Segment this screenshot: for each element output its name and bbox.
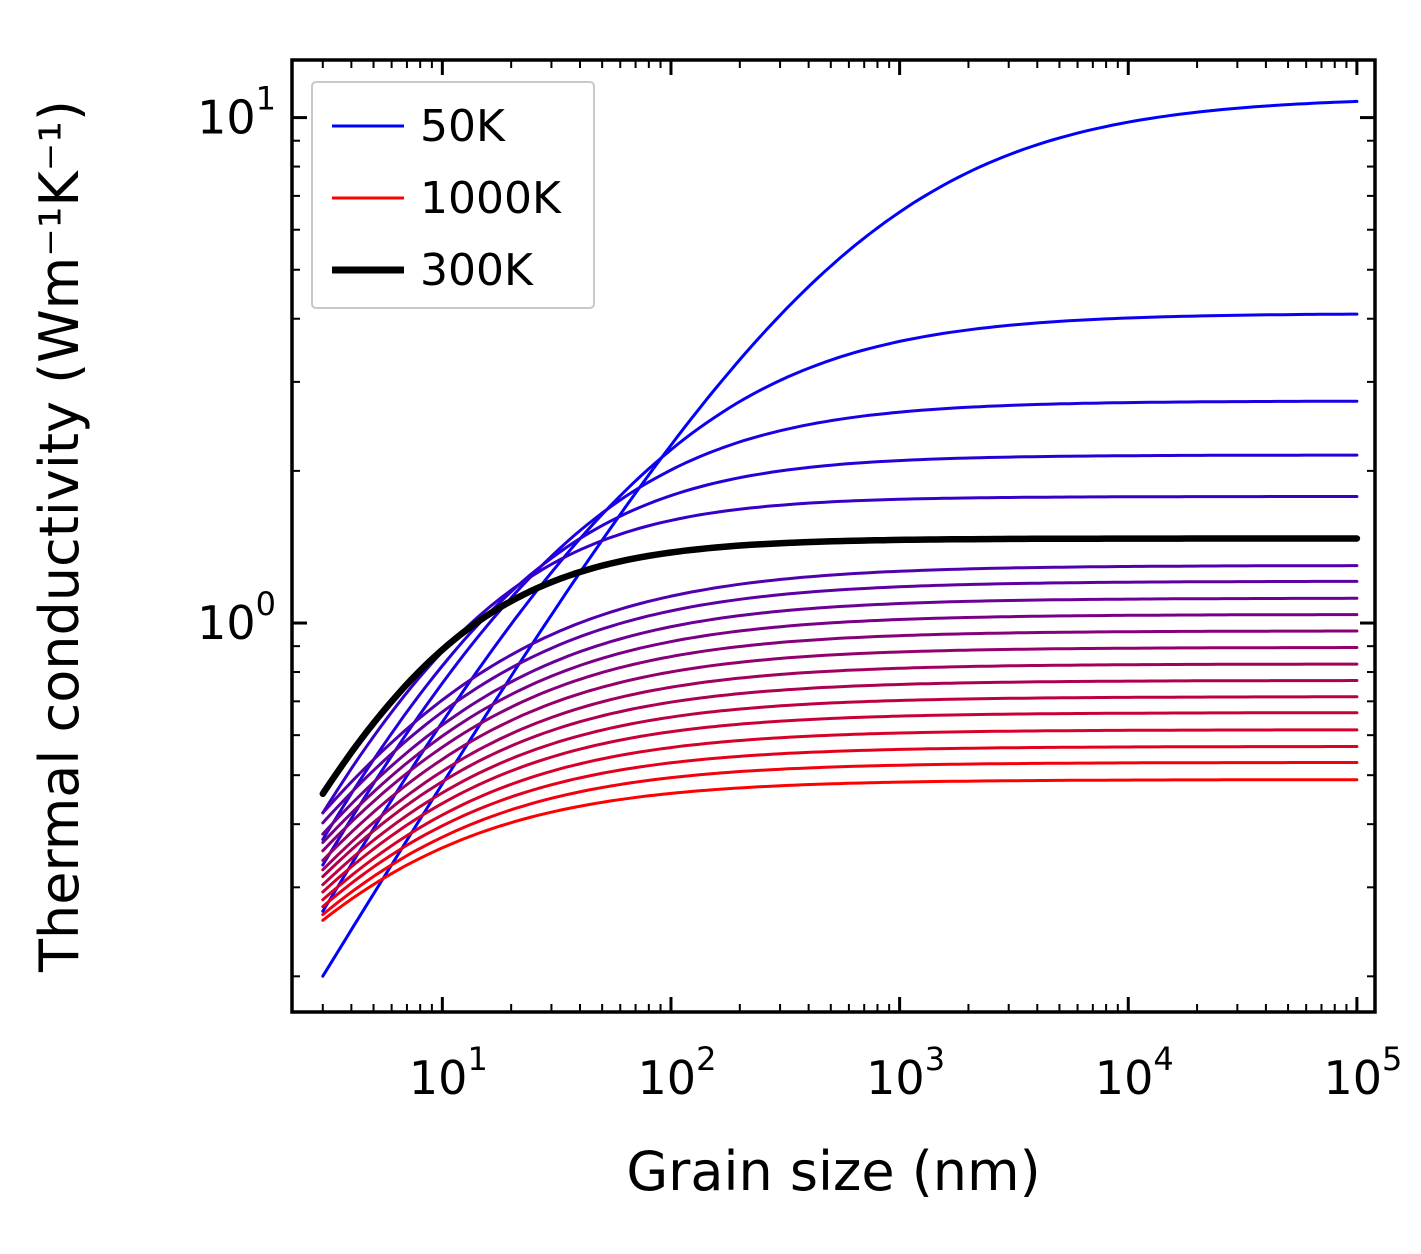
legend-label-50K: 50K — [420, 101, 506, 152]
series-line-300K — [319, 535, 1361, 798]
series-line-750K — [321, 695, 1359, 887]
series-line-950K — [321, 761, 1359, 917]
series-line-550K — [321, 629, 1359, 853]
y-axis-label: Thermal conductivity (Wm⁻¹K⁻¹) — [28, 100, 91, 973]
series-line-650K — [321, 662, 1359, 872]
legend-label-1000K: 1000K — [420, 173, 562, 224]
series-line-350K — [321, 564, 1359, 815]
series-line-600K — [321, 646, 1359, 862]
series-line-100K — [321, 312, 1359, 913]
series-line-850K — [321, 728, 1359, 902]
series-line-700K — [321, 679, 1359, 879]
x-axis-label: Grain size (nm) — [626, 1140, 1040, 1203]
series-line-400K — [321, 579, 1359, 825]
series-line-900K — [321, 745, 1359, 909]
series-line-150K — [321, 399, 1359, 867]
legend: 50K 1000K 300K — [311, 81, 595, 309]
legend-box — [311, 81, 595, 309]
legend-label-300K: 300K — [420, 245, 534, 296]
series-line-1000K — [321, 778, 1359, 922]
series-lines — [319, 99, 1361, 978]
series-line-250K — [321, 495, 1359, 815]
series-line-500K — [321, 613, 1359, 844]
series-line-50K — [321, 99, 1359, 978]
series-line-800K — [321, 711, 1359, 894]
plot-border — [290, 58, 1377, 1014]
series-line-450K — [321, 596, 1359, 836]
